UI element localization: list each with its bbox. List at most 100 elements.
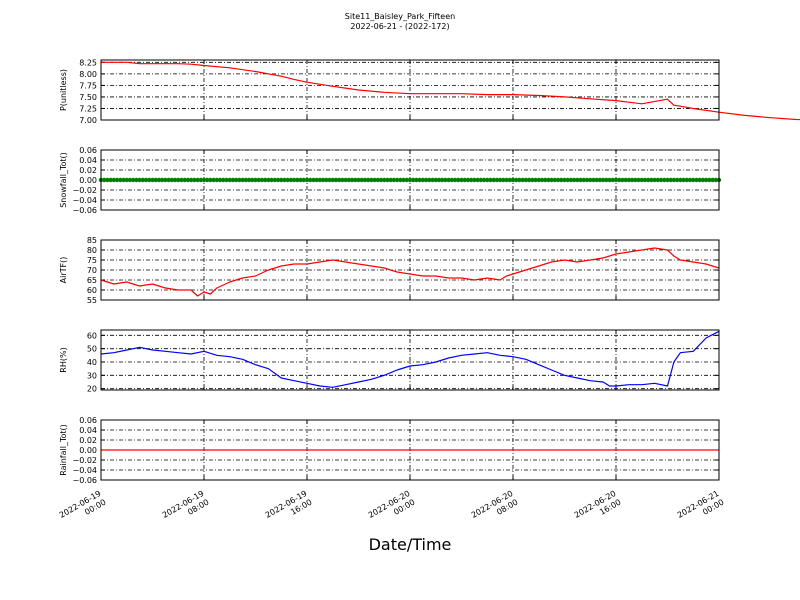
data-point xyxy=(613,177,619,183)
data-point xyxy=(459,177,464,183)
plot-frame xyxy=(100,59,720,121)
data-point xyxy=(394,177,400,183)
data-point xyxy=(420,177,426,183)
data-point xyxy=(327,177,332,183)
data-point xyxy=(356,177,361,183)
data-point xyxy=(333,177,339,183)
y-tick-label: 20 xyxy=(87,385,97,394)
data-point xyxy=(439,177,445,183)
data-point xyxy=(147,177,152,183)
data-point xyxy=(700,177,706,183)
data-point xyxy=(324,177,329,183)
data-point xyxy=(658,177,664,183)
y-tick-label: 0.04 xyxy=(79,426,97,435)
data-point xyxy=(185,177,191,183)
data-point xyxy=(623,177,628,183)
data-point xyxy=(549,177,554,183)
data-point xyxy=(407,177,413,183)
data-point xyxy=(349,177,355,183)
data-point xyxy=(575,177,580,183)
data-point xyxy=(153,177,158,183)
data-point xyxy=(391,177,397,183)
data-point xyxy=(340,177,345,183)
y-tick-label: 65 xyxy=(87,276,97,285)
data-point xyxy=(195,177,200,183)
data-point xyxy=(201,177,207,183)
data-point xyxy=(163,177,168,183)
data-point xyxy=(404,177,409,183)
data-point xyxy=(253,177,258,183)
data-point xyxy=(150,177,155,183)
data-point xyxy=(542,177,548,183)
data-point xyxy=(475,177,480,183)
data-point xyxy=(607,177,612,183)
data-point xyxy=(169,177,175,183)
data-point xyxy=(233,177,239,183)
data-point xyxy=(626,177,632,183)
data-point xyxy=(687,177,693,183)
data-point xyxy=(565,177,570,183)
data-point xyxy=(250,177,255,183)
chart-title-line2: 2022-06-21 - (2022-172) xyxy=(350,22,449,31)
y-axis-label: Snowfall_Tot() xyxy=(59,152,68,208)
data-point xyxy=(143,177,149,183)
data-point xyxy=(546,177,551,183)
data-point xyxy=(507,177,512,183)
plot-frame xyxy=(100,149,720,211)
data-point xyxy=(620,177,625,183)
data-point xyxy=(662,177,667,183)
data-point xyxy=(555,177,561,183)
data-point xyxy=(211,177,216,183)
y-tick-label: 8.25 xyxy=(79,58,97,67)
data-point xyxy=(591,177,596,183)
x-axis-label: Date/Time xyxy=(369,535,452,554)
data-point xyxy=(423,177,429,183)
y-tick-label: 0.00 xyxy=(79,176,97,185)
data-point xyxy=(449,177,455,183)
y-tick-label: 40 xyxy=(87,358,97,367)
y-tick-label: 0.02 xyxy=(79,436,97,445)
series-line xyxy=(100,247,720,297)
data-point xyxy=(330,177,335,183)
data-point xyxy=(118,177,123,183)
data-point xyxy=(266,177,271,183)
data-point xyxy=(102,177,107,183)
y-tick-label: 0.00 xyxy=(79,446,97,455)
data-point xyxy=(668,177,673,183)
data-point xyxy=(584,177,590,183)
y-tick-label: 7.00 xyxy=(79,116,97,125)
data-point xyxy=(510,177,516,183)
data-point xyxy=(214,177,220,183)
data-point xyxy=(378,177,384,183)
data-point xyxy=(111,177,117,183)
data-point xyxy=(526,177,532,183)
data-point xyxy=(137,177,142,183)
data-point xyxy=(124,177,129,183)
data-point xyxy=(501,177,506,183)
data-point xyxy=(462,177,467,183)
data-point xyxy=(243,177,249,183)
data-point xyxy=(655,177,661,183)
data-point xyxy=(259,177,265,183)
data-point xyxy=(562,177,567,183)
y-tick-label: 30 xyxy=(87,371,97,380)
data-point xyxy=(597,177,603,183)
data-point xyxy=(221,177,226,183)
data-point xyxy=(159,177,165,183)
y-tick-label: 50 xyxy=(87,345,97,354)
data-point xyxy=(568,177,574,183)
y-axis-label: AirTF() xyxy=(59,257,68,284)
plot-frame xyxy=(100,419,720,481)
data-point xyxy=(288,177,294,183)
data-point xyxy=(497,177,503,183)
data-point xyxy=(291,177,297,183)
y-tick-label: −0.06 xyxy=(72,476,97,485)
data-point xyxy=(639,177,644,183)
data-point xyxy=(240,177,245,183)
data-point xyxy=(417,177,422,183)
data-point xyxy=(156,177,162,183)
data-point xyxy=(127,177,133,183)
